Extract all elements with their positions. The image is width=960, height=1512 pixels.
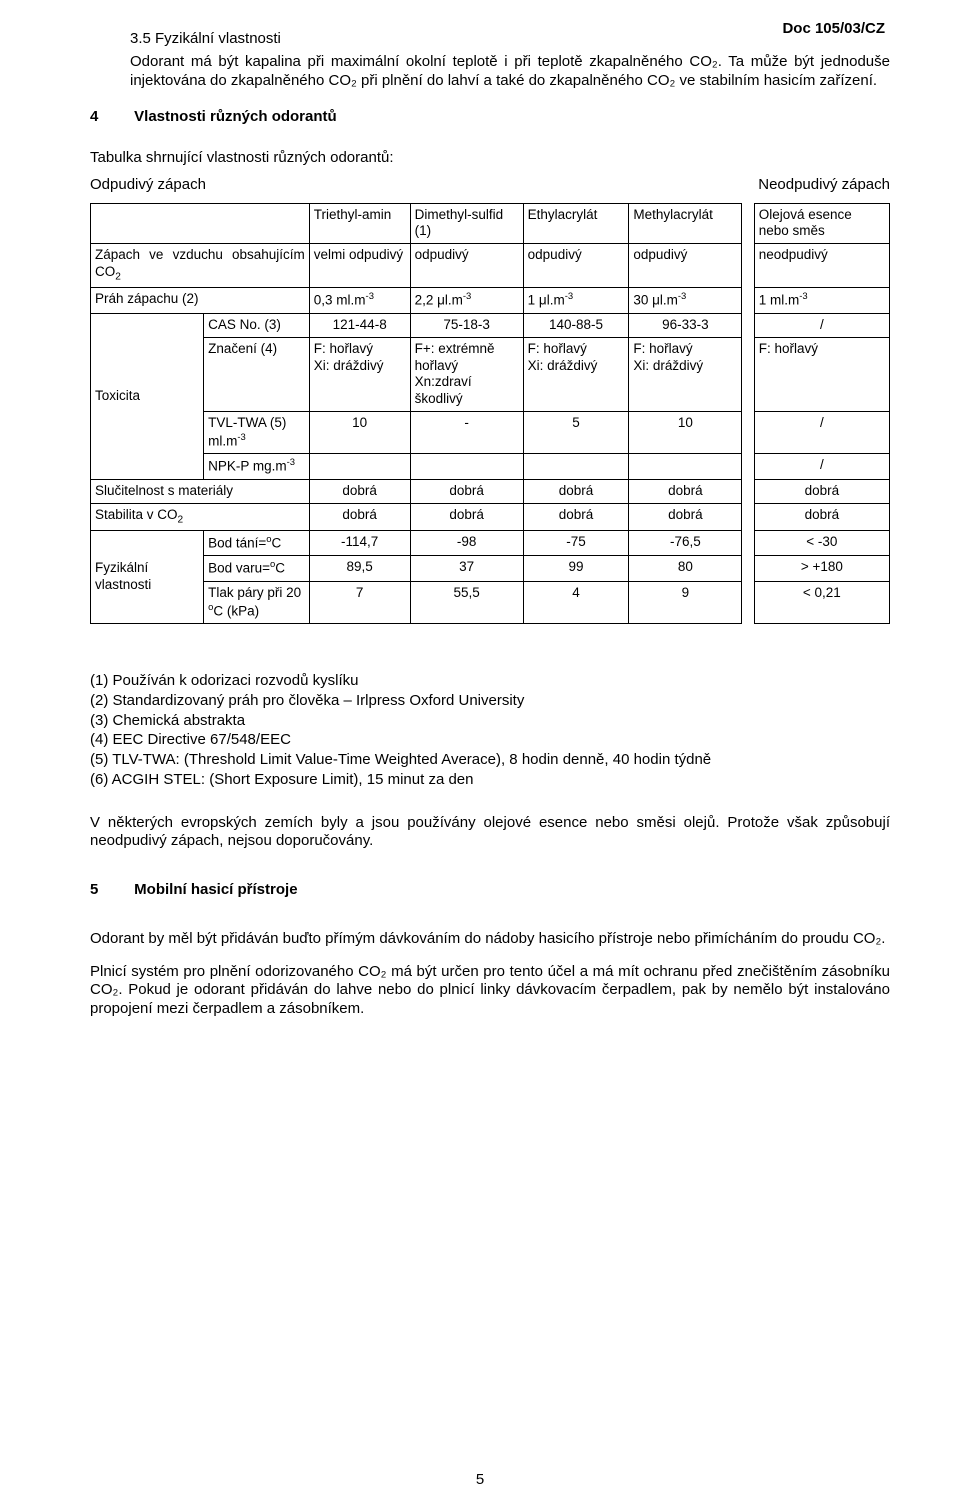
odor-type-row: Odpudivý zápach Neodpudivý zápach bbox=[90, 176, 890, 195]
section-5-p2: Plnicí systém pro plnění odorizovaného C… bbox=[90, 963, 890, 1019]
section-5-heading: 5 Mobilní hasicí přístroje bbox=[90, 881, 890, 900]
note-line: (3) Chemická abstrakta bbox=[90, 712, 890, 731]
note-line: (5) TLV-TWA: (Threshold Limit Value-Time… bbox=[90, 751, 890, 770]
section-5-title: Mobilní hasicí přístroje bbox=[134, 881, 297, 898]
section-5-p1: Odorant by měl být přidáván buďto přímým… bbox=[90, 930, 890, 949]
note-line: (1) Používán k odorizaci rozvodů kyslíku bbox=[90, 672, 890, 691]
odor-right-label: Neodpudivý zápach bbox=[758, 176, 890, 195]
section-4-heading: 4 Vlastnosti různých odorantů bbox=[90, 108, 890, 127]
page: Doc 105/03/CZ 3.5 Fyzikální vlastnosti O… bbox=[0, 0, 960, 1512]
page-number: 5 bbox=[0, 1471, 960, 1490]
note-line: (2) Standardizovaný práh pro člověka – I… bbox=[90, 692, 890, 711]
note-line: (4) EEC Directive 67/548/EEC bbox=[90, 731, 890, 750]
section-4-title: Vlastnosti různých odorantů bbox=[134, 108, 337, 125]
section-4-intro: Tabulka shrnující vlastnosti různých odo… bbox=[90, 149, 890, 168]
section-5-num: 5 bbox=[90, 881, 130, 900]
section-4-num: 4 bbox=[90, 108, 130, 127]
section-3-5-title: 3.5 Fyzikální vlastnosti bbox=[130, 30, 890, 49]
section-3-5-p1: Odorant má být kapalina při maximální ok… bbox=[130, 53, 890, 91]
notes-block: (1) Používán k odorizaci rozvodů kyslíku… bbox=[90, 672, 890, 790]
doc-code: Doc 105/03/CZ bbox=[782, 20, 885, 39]
odorants-table: Triethyl-aminDimethyl-sulfid (1)Ethylacr… bbox=[90, 203, 890, 625]
section-4-after-p1: V některých evropských zemích byly a jso… bbox=[90, 814, 890, 852]
note-line: (6) ACGIH STEL: (Short Exposure Limit), … bbox=[90, 771, 890, 790]
odor-left-label: Odpudivý zápach bbox=[90, 176, 206, 195]
